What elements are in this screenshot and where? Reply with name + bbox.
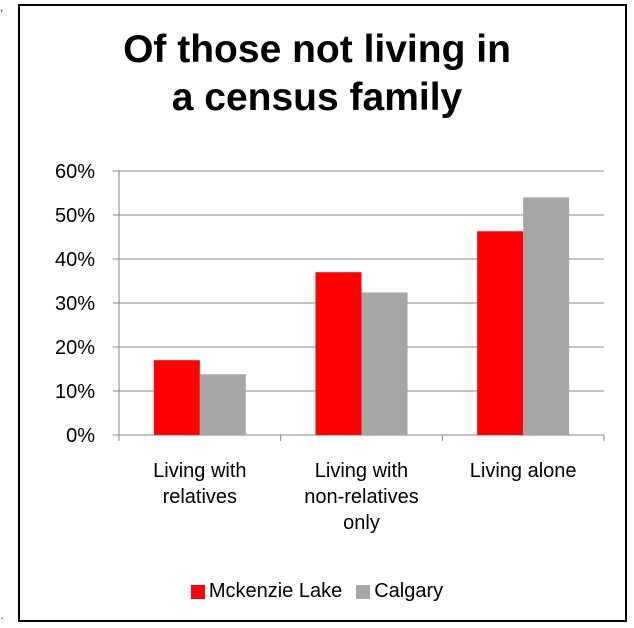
y-tick-label: 60% [55, 161, 95, 183]
legend-label-calgary: Calgary [374, 580, 444, 602]
y-tick-label: 50% [55, 205, 95, 227]
bar-calgary [361, 292, 408, 435]
x-category-label: Living with [315, 460, 408, 482]
x-category-label: only [343, 512, 380, 534]
y-tick-label: 30% [55, 293, 95, 315]
bar-calgary [199, 374, 246, 435]
chart-title-line-1: Of those not living in [123, 28, 511, 71]
legend-swatch-calgary [356, 584, 371, 599]
legend-item-mckenzie-lake: Mckenzie Lake [190, 580, 343, 603]
legend-item-calgary: Calgary [356, 580, 443, 603]
y-tick-label: 0% [66, 425, 95, 447]
x-category-label: Living with [153, 460, 246, 482]
legend-label-mckenzie-lake: Mckenzie Lake [208, 580, 343, 602]
edge-mark-top: ’ [0, 6, 4, 22]
y-tick-label: 20% [55, 337, 95, 359]
edge-mark-bottom: . [0, 606, 4, 622]
y-tick-label: 10% [55, 381, 95, 403]
x-category-label: non-relatives [304, 486, 419, 508]
x-category-label: Living alone [470, 460, 577, 482]
chart-title: Of those not living in a census family [0, 26, 634, 122]
bar-calgary [523, 197, 570, 435]
bar-mckenzie-lake [477, 231, 524, 435]
x-category-label: relatives [163, 486, 237, 508]
bar-mckenzie-lake [153, 360, 200, 435]
chart-title-line-2: a census family [171, 76, 463, 119]
y-tick-label: 40% [55, 249, 95, 271]
bar-mckenzie-lake [315, 272, 362, 435]
legend-swatch-mckenzie-lake [190, 584, 205, 599]
chart-legend: Mckenzie Lake Calgary [0, 580, 634, 603]
